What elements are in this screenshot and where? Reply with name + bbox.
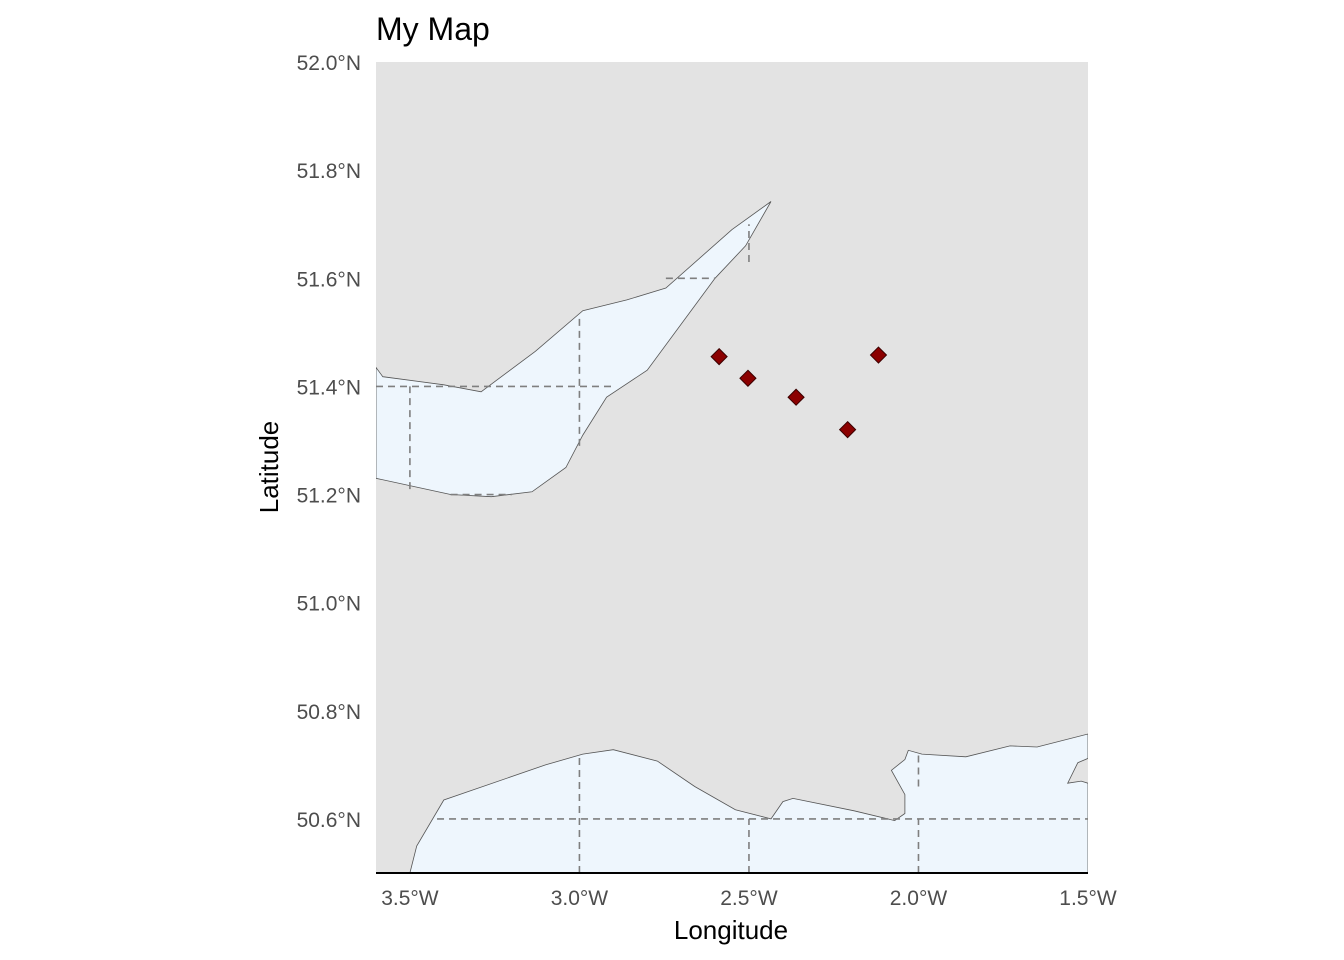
y-tick-label: 51.0°N [297, 593, 361, 616]
x-axis-ticks: 3.5°W 3.0°W 2.5°W 2.0°W 1.5°W [381, 887, 1117, 910]
y-tick-label: 51.2°N [297, 485, 361, 508]
y-tick-label: 52.0°N [297, 52, 361, 75]
y-tick-label: 51.4°N [297, 376, 361, 399]
y-tick-label: 50.6°N [297, 809, 361, 832]
points-layer [710, 346, 888, 439]
location-marker [838, 420, 857, 439]
x-axis-title: Longitude [674, 915, 788, 945]
location-marker [869, 346, 888, 364]
y-axis-ticks: 50.6°N 50.8°N 51.0°N 51.2°N 51.4°N 51.6°N 51.8… [297, 52, 361, 832]
location-marker [787, 388, 805, 406]
x-tick-label: 2.0°W [890, 887, 948, 910]
x-tick-label: 3.5°W [381, 887, 439, 910]
location-marker [739, 369, 757, 387]
x-tick-label: 3.0°W [551, 887, 609, 910]
y-tick-label: 51.6°N [297, 268, 361, 291]
map-panel [376, 62, 1088, 874]
location-marker [710, 347, 728, 366]
y-tick-label: 50.8°N [297, 701, 361, 724]
y-axis-title: Latitude [254, 421, 284, 514]
graticule-layer [376, 224, 1088, 873]
map-title: My Map [376, 11, 490, 47]
x-tick-label: 2.5°W [720, 887, 778, 910]
x-tick-label: 1.5°W [1059, 887, 1117, 910]
y-tick-label: 51.8°N [297, 160, 361, 183]
